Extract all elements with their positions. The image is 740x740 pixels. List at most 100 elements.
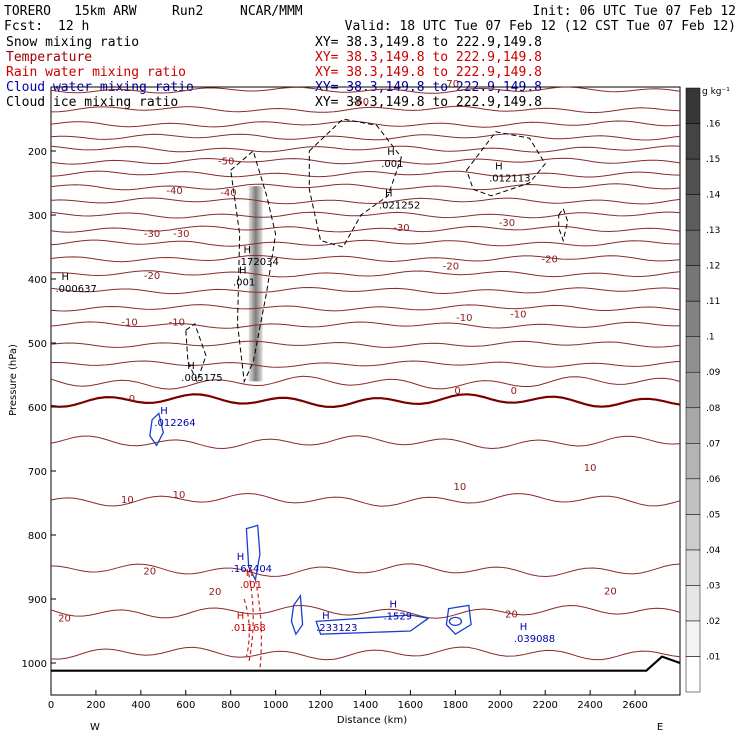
maximum-h-marker: H bbox=[62, 272, 70, 283]
temperature-label: 0 bbox=[129, 394, 135, 405]
colorbar-label: .07 bbox=[706, 439, 720, 449]
temperature-label: -10 bbox=[121, 318, 137, 329]
cloud-water-contours bbox=[149, 412, 472, 636]
maximum-h-marker: H bbox=[387, 147, 395, 158]
x-tick-label: 1400 bbox=[353, 700, 378, 711]
temperature-contour bbox=[50, 646, 681, 661]
temperature-contour bbox=[50, 286, 681, 295]
maximum-h-marker: H bbox=[239, 265, 247, 276]
x-axis-west-label: W bbox=[90, 722, 100, 733]
fcst-label: Fcst: bbox=[4, 19, 43, 34]
snow-shaded-column bbox=[248, 186, 263, 382]
temperature-contour bbox=[50, 211, 681, 219]
maximum-value-label: .172034 bbox=[238, 257, 279, 268]
y-axis-title: Pressure (hPa) bbox=[8, 344, 19, 416]
maximum-value-label: .012113 bbox=[489, 174, 530, 185]
y-tick-label: 400 bbox=[28, 275, 47, 286]
valid-time: Valid: 18 UTC Tue 07 Feb 12 (12 CST Tue … bbox=[345, 19, 736, 34]
temperature-contour bbox=[50, 270, 681, 278]
temperature-contours bbox=[50, 86, 681, 661]
temperature-contour bbox=[50, 170, 681, 178]
legend-xy-temperature: XY= 38.3,149.8 to 222.9,149.8 bbox=[315, 50, 542, 65]
x-tick-label: 400 bbox=[131, 700, 150, 711]
colorbar-cell bbox=[685, 549, 701, 586]
colorbar-label: .12 bbox=[706, 262, 720, 272]
temperature-label: 10 bbox=[173, 490, 186, 501]
temperature-label: -10 bbox=[456, 313, 472, 324]
x-tick-label: 2600 bbox=[622, 700, 647, 711]
temperature-label: -40 bbox=[166, 186, 182, 197]
temperature-contour bbox=[50, 133, 681, 141]
y-tick-label: 1000 bbox=[22, 659, 47, 670]
terrain-line bbox=[51, 655, 681, 672]
colorbar-cell bbox=[685, 478, 701, 515]
colorbar-label: .16 bbox=[706, 120, 721, 130]
cloud-water-contour bbox=[290, 593, 304, 636]
grid-label: 15km ARW bbox=[74, 4, 137, 19]
rain-contours bbox=[243, 573, 263, 670]
y-tick-label: 800 bbox=[28, 531, 47, 542]
maximum-value-label: .012264 bbox=[154, 418, 195, 429]
maximum-value-label: .167404 bbox=[231, 564, 272, 575]
cloud-water-contour bbox=[448, 616, 463, 627]
maximum-h-marker: H bbox=[385, 189, 393, 200]
rain-contour bbox=[243, 598, 250, 657]
temperature-label: -30 bbox=[144, 229, 160, 240]
colorbar-label: .09 bbox=[706, 368, 721, 378]
fcst-value: 12 h bbox=[58, 19, 89, 34]
rain-contour bbox=[248, 573, 254, 664]
maximum-h-marker: H bbox=[390, 600, 398, 611]
maximum-h-marker: H bbox=[187, 361, 195, 372]
temperature-label: -20 bbox=[144, 271, 160, 282]
colorbar-cell bbox=[685, 194, 701, 231]
cloud-ice-contour bbox=[185, 323, 207, 383]
x-tick-label: 800 bbox=[221, 700, 240, 711]
cloud-ice-contour bbox=[230, 150, 277, 384]
temperature-contour bbox=[50, 375, 681, 390]
maximum-value-label: .1529 bbox=[384, 612, 413, 623]
temperature-contour bbox=[50, 105, 681, 114]
temperature-label: 20 bbox=[209, 587, 222, 598]
temperature-contour bbox=[51, 360, 681, 368]
colorbar-cell bbox=[685, 585, 701, 622]
colorbar-label: .13 bbox=[706, 226, 720, 236]
org-label: NCAR/MMM bbox=[240, 4, 303, 19]
temperature-contour bbox=[50, 86, 681, 94]
x-axis: 0 200 400 600 800 1000 1200 1400 1600 1800 2000 220… bbox=[48, 690, 648, 711]
cloud-ice-contour bbox=[308, 118, 402, 248]
temperature-label: 20 bbox=[143, 567, 156, 578]
temperature-contour bbox=[50, 340, 681, 348]
colorbar-label: .01 bbox=[706, 653, 720, 663]
x-tick-label: 0 bbox=[48, 700, 54, 711]
temperature-contour bbox=[50, 145, 681, 153]
colorbar-label: .11 bbox=[706, 297, 720, 307]
temperature-contour bbox=[50, 183, 681, 191]
colorbar: .01 .02 .03 .04 .05 .06 .07 .08 .09 .1 .11 .12 .13 .1… bbox=[685, 87, 730, 693]
colorbar-label: .06 bbox=[706, 475, 721, 485]
colorbar-cell bbox=[685, 443, 701, 480]
y-axis: 200 300 400 500 600 700 800 900 1000 bbox=[22, 147, 56, 670]
maximum-value-label: .000637 bbox=[56, 284, 97, 295]
colorbar-label: .1 bbox=[706, 333, 715, 343]
colorbar-cell bbox=[685, 229, 701, 266]
plot-frame bbox=[50, 86, 681, 696]
temperature-label: -30 bbox=[393, 223, 409, 234]
legend-xy-snow: XY= 38.3,149.8 to 222.9,149.8 bbox=[315, 35, 542, 50]
init-time: Init: 06 UTC Tue 07 Feb 12 bbox=[533, 4, 737, 19]
temperature-contour bbox=[50, 563, 681, 578]
temperature-label: -20 bbox=[443, 261, 459, 272]
temperature-contour bbox=[50, 254, 681, 263]
x-axis-title: Distance (km) bbox=[337, 715, 407, 726]
rain-contour bbox=[254, 579, 263, 670]
x-tick-label: 600 bbox=[176, 700, 195, 711]
colorbar-cell bbox=[685, 336, 701, 373]
temperature-label: 10 bbox=[584, 463, 597, 474]
cloud-ice-contour bbox=[558, 207, 569, 243]
x-tick-label: 2400 bbox=[577, 700, 602, 711]
maximum-value-label: .001 bbox=[233, 277, 255, 288]
maximum-h-marker: H bbox=[160, 406, 168, 417]
colorbar-cell bbox=[685, 158, 701, 195]
terrain-line-path bbox=[51, 655, 681, 672]
cloud-ice-contour bbox=[466, 131, 546, 197]
